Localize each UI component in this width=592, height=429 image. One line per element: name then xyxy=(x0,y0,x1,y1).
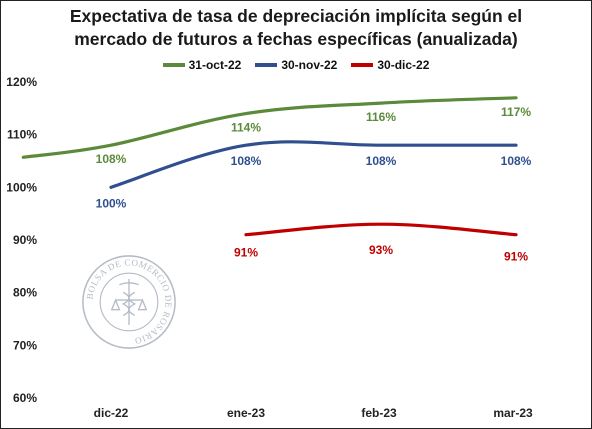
legend-item-series-2: 30-nov-22 xyxy=(255,58,337,72)
chart-title: Expectativa de tasa de depreciación impl… xyxy=(1,5,591,51)
data-label-series-3: 93% xyxy=(369,243,393,257)
series-line-2 xyxy=(109,140,518,189)
y-tick-label: 120% xyxy=(6,75,37,89)
legend-item-series-1: 31-oct-22 xyxy=(162,58,242,72)
y-tick-label: 70% xyxy=(13,338,37,352)
y-tick-label: 100% xyxy=(6,180,37,194)
data-label-series-1: 108% xyxy=(96,152,127,166)
y-tick-label: 90% xyxy=(13,233,37,247)
x-tick-label: ene-23 xyxy=(227,406,265,420)
y-tick-label: 110% xyxy=(7,128,37,142)
legend: 31-oct-22 30-nov-22 30-dic-22 xyxy=(1,58,591,72)
legend-swatch-series-3 xyxy=(351,63,374,67)
data-label-series-1: 116% xyxy=(366,110,396,124)
data-label-series-2: 108% xyxy=(231,154,262,168)
series-line-1 xyxy=(21,96,518,159)
legend-label-series-3: 30-dic-22 xyxy=(377,58,430,72)
legend-swatch-series-1 xyxy=(162,63,185,67)
series-line-3 xyxy=(244,222,518,237)
y-tick-label: 80% xyxy=(13,286,37,300)
legend-swatch-series-2 xyxy=(255,63,278,67)
data-label-series-3: 91% xyxy=(234,246,258,260)
caduceus-icon xyxy=(110,278,148,326)
legend-label-series-1: 31-oct-22 xyxy=(188,58,242,72)
data-label-series-2: 108% xyxy=(501,154,532,168)
data-label-series-3: 91% xyxy=(504,250,528,264)
data-label-series-2: 108% xyxy=(366,154,397,168)
data-label-series-1: 117% xyxy=(501,105,531,119)
legend-label-series-2: 30-nov-22 xyxy=(281,58,338,72)
x-tick-label: dic-22 xyxy=(94,406,129,420)
chart-title-line-2: mercado de futuros a fechas específicas … xyxy=(74,29,518,49)
data-label-series-1: 114% xyxy=(231,121,261,135)
bolsa-de-comercio-seal-watermark: BOLSA DE COMERCIO DE ROSARIO xyxy=(82,255,176,349)
chart-title-line-1: Expectativa de tasa de depreciación impl… xyxy=(69,6,523,26)
y-tick-label: 60% xyxy=(13,391,37,405)
legend-item-series-3: 30-dic-22 xyxy=(351,58,429,72)
x-tick-label: feb-23 xyxy=(361,406,397,420)
x-tick-label: mar-23 xyxy=(493,406,533,420)
data-label-series-2: 100% xyxy=(96,196,127,210)
